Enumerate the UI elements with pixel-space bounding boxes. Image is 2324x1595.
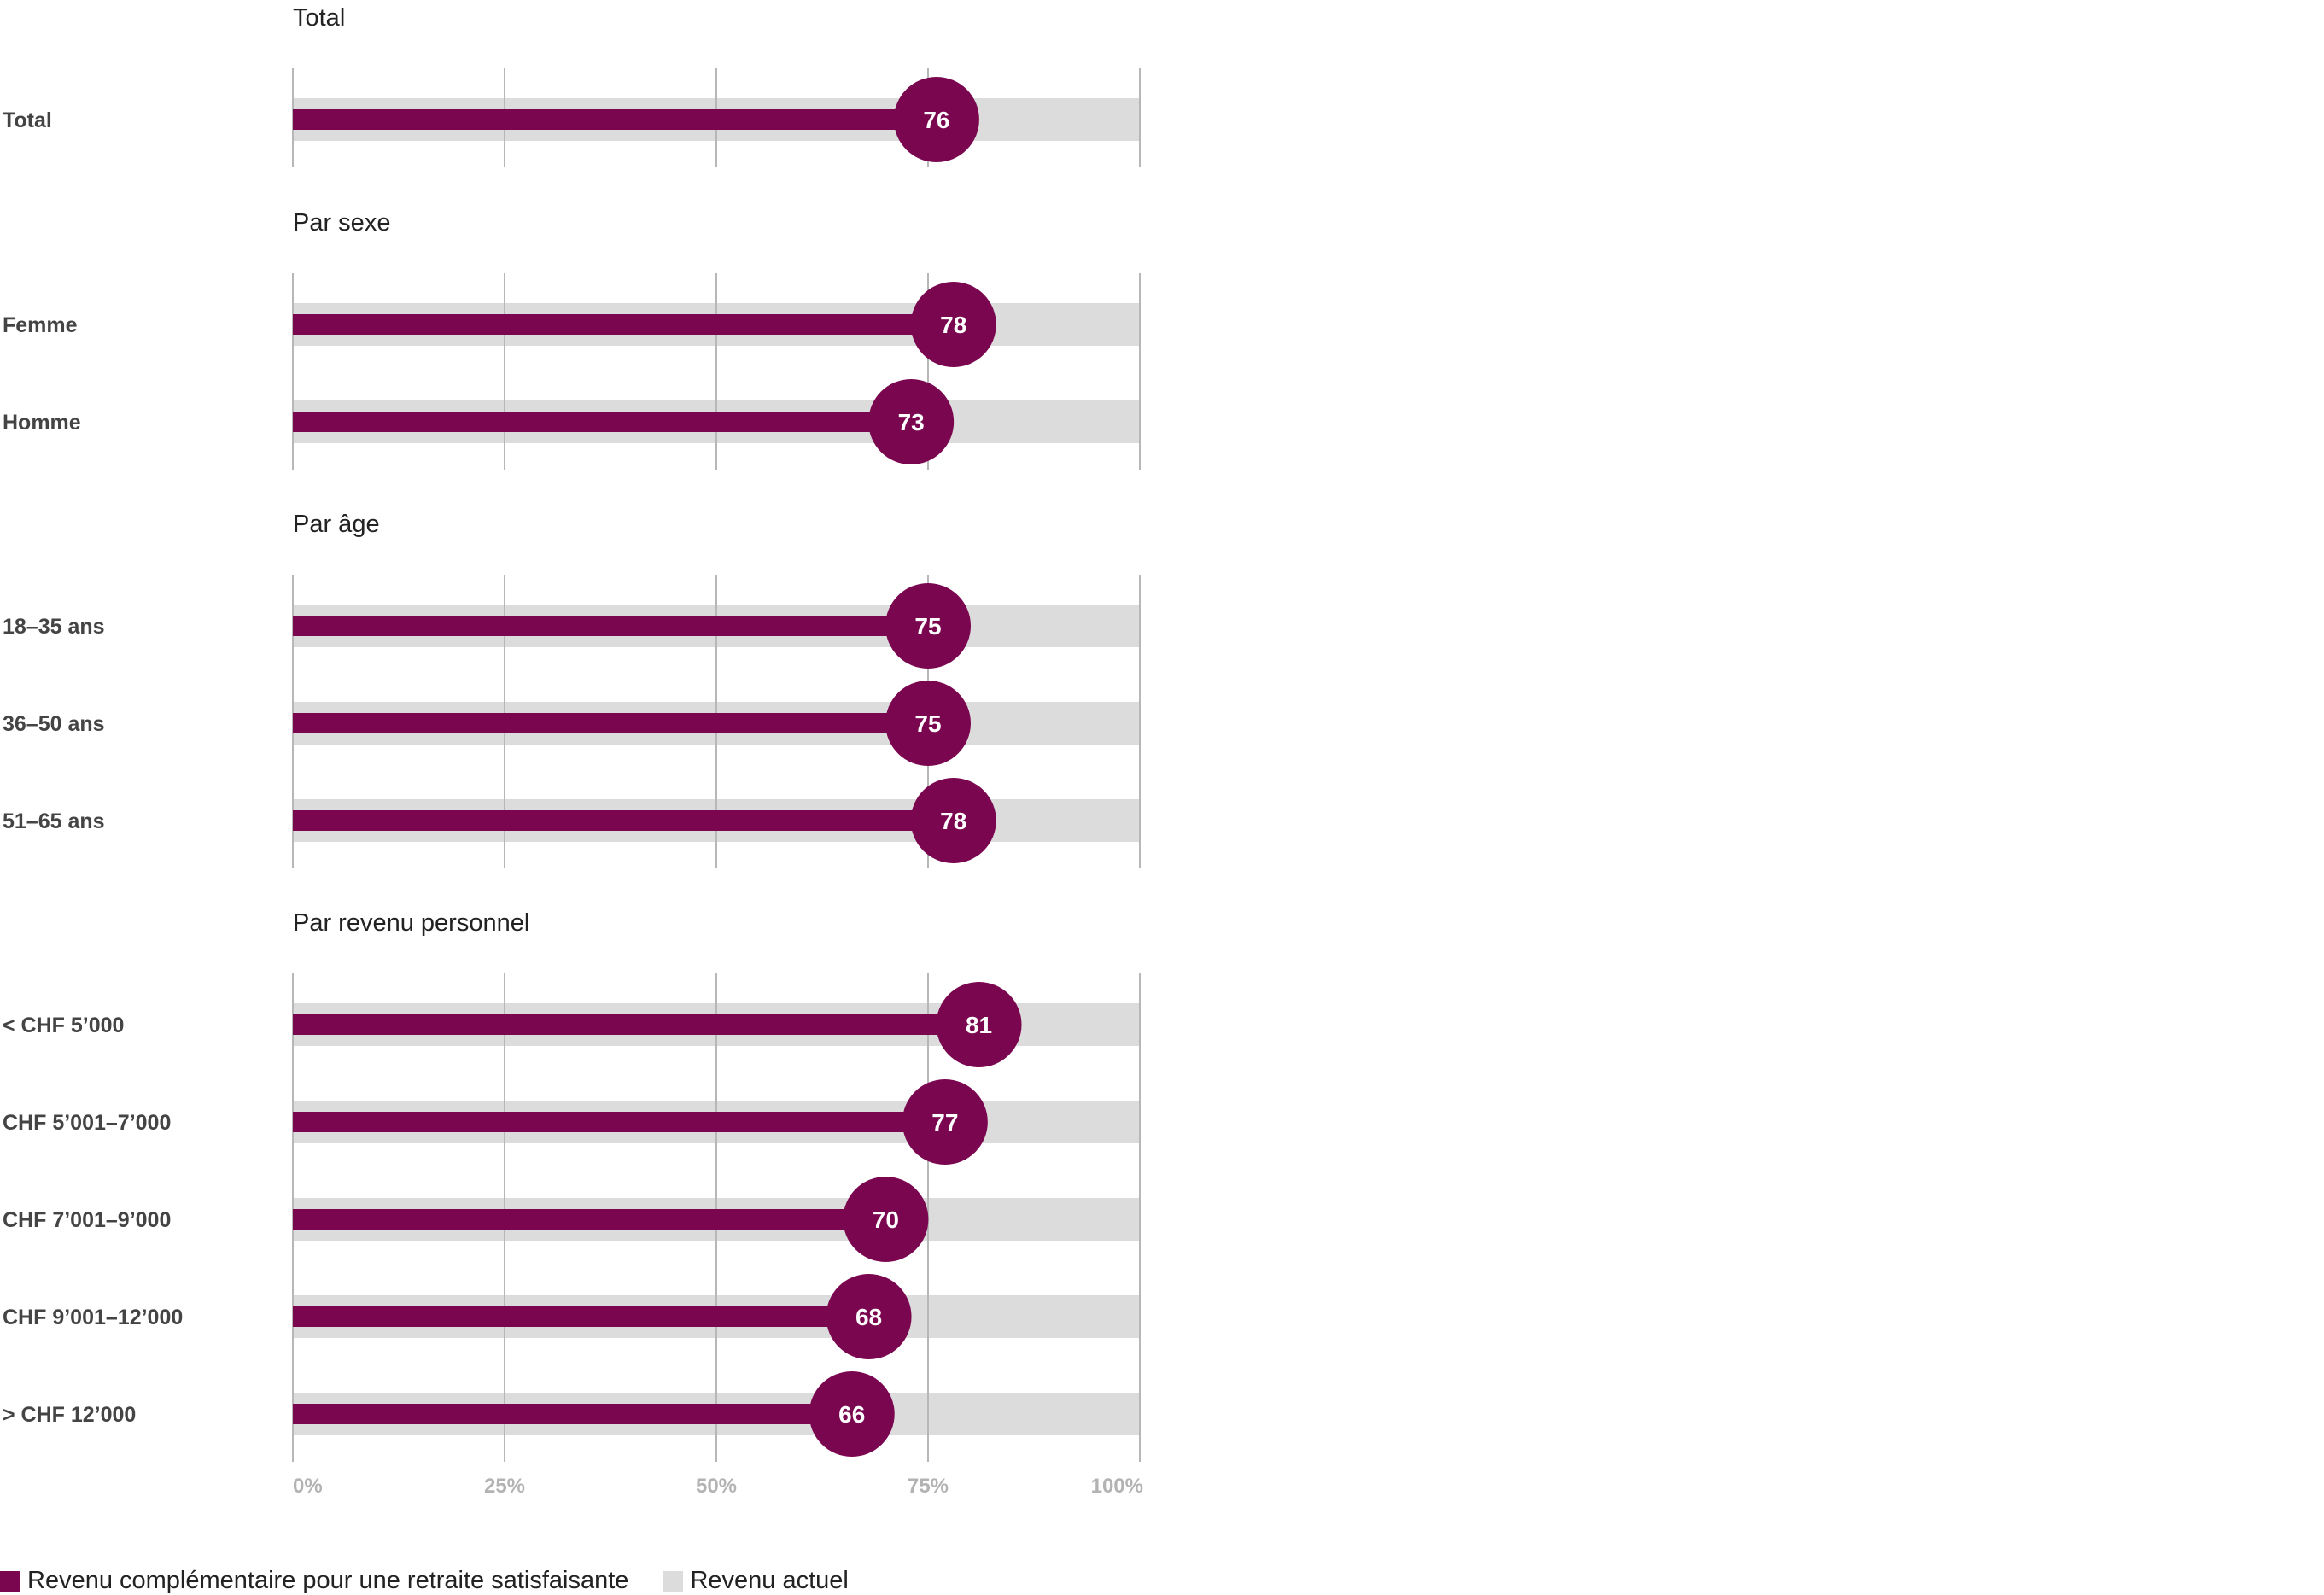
row-label: 36–50 ans [3, 712, 105, 736]
value-marker [843, 1177, 929, 1262]
legend-label-current: Revenu actuel [690, 1567, 849, 1594]
legend: Revenu complémentaire pour une retraite … [0, 1567, 849, 1595]
row-label: 51–65 ans [3, 809, 105, 833]
value-label: 78 [940, 808, 966, 834]
row-label: Homme [3, 411, 81, 435]
value-marker [868, 379, 955, 464]
value-bar [293, 412, 912, 432]
legend-swatch-complementary [0, 1570, 20, 1592]
value-label: 68 [855, 1304, 882, 1330]
row-label: < CHF 5’000 [3, 1014, 124, 1037]
section-title: Par revenu personnel [293, 909, 529, 937]
value-label: 70 [873, 1206, 899, 1233]
value-label: 75 [914, 710, 941, 737]
value-bar [293, 1014, 979, 1035]
value-marker [885, 681, 971, 766]
legend-item-current: Revenu actuel [663, 1567, 849, 1595]
value-bar [293, 314, 954, 335]
x-tick-label: 0% [293, 1475, 323, 1498]
value-label: 76 [923, 107, 949, 133]
value-marker [910, 282, 996, 367]
value-marker [910, 778, 996, 863]
value-bar [293, 1306, 869, 1327]
value-label: 78 [940, 312, 966, 338]
value-bar [293, 616, 928, 636]
x-tick-label: 75% [908, 1475, 949, 1498]
row-label: 18–35 ans [3, 615, 105, 639]
value-marker [902, 1079, 988, 1165]
value-label: 81 [966, 1012, 992, 1038]
x-tick-label: 25% [484, 1475, 525, 1498]
x-tick-label: 100% [1091, 1475, 1143, 1498]
value-marker [826, 1274, 912, 1359]
value-label: 73 [898, 409, 925, 435]
value-bar [293, 713, 928, 733]
value-bar [293, 1209, 886, 1230]
value-bar [293, 810, 954, 831]
row-label: CHF 5’001–7’000 [3, 1111, 171, 1135]
section-title: Par sexe [293, 209, 390, 237]
row-label: Total [3, 108, 52, 132]
section-title: Total [293, 4, 345, 32]
value-bar [293, 1112, 945, 1132]
legend-swatch-current [663, 1570, 684, 1592]
value-label: 66 [838, 1401, 865, 1428]
value-marker [885, 583, 971, 669]
value-label: 77 [931, 1109, 958, 1136]
x-tick-label: 50% [696, 1475, 737, 1498]
value-marker [936, 982, 1022, 1067]
row-label: > CHF 12’000 [3, 1403, 136, 1427]
value-marker [893, 77, 979, 162]
legend-label-complementary: Revenu complémentaire pour une retraite … [27, 1567, 629, 1594]
legend-item-complementary: Revenu complémentaire pour une retraite … [0, 1567, 628, 1595]
value-bar [293, 1404, 852, 1424]
value-label: 75 [914, 613, 941, 640]
row-label: CHF 7’001–9’000 [3, 1208, 171, 1232]
value-marker [809, 1371, 895, 1457]
row-label: Femme [3, 313, 78, 337]
value-bar [293, 109, 937, 130]
section-title: Par âge [293, 511, 380, 538]
row-label: CHF 9’001–12’000 [3, 1306, 183, 1329]
